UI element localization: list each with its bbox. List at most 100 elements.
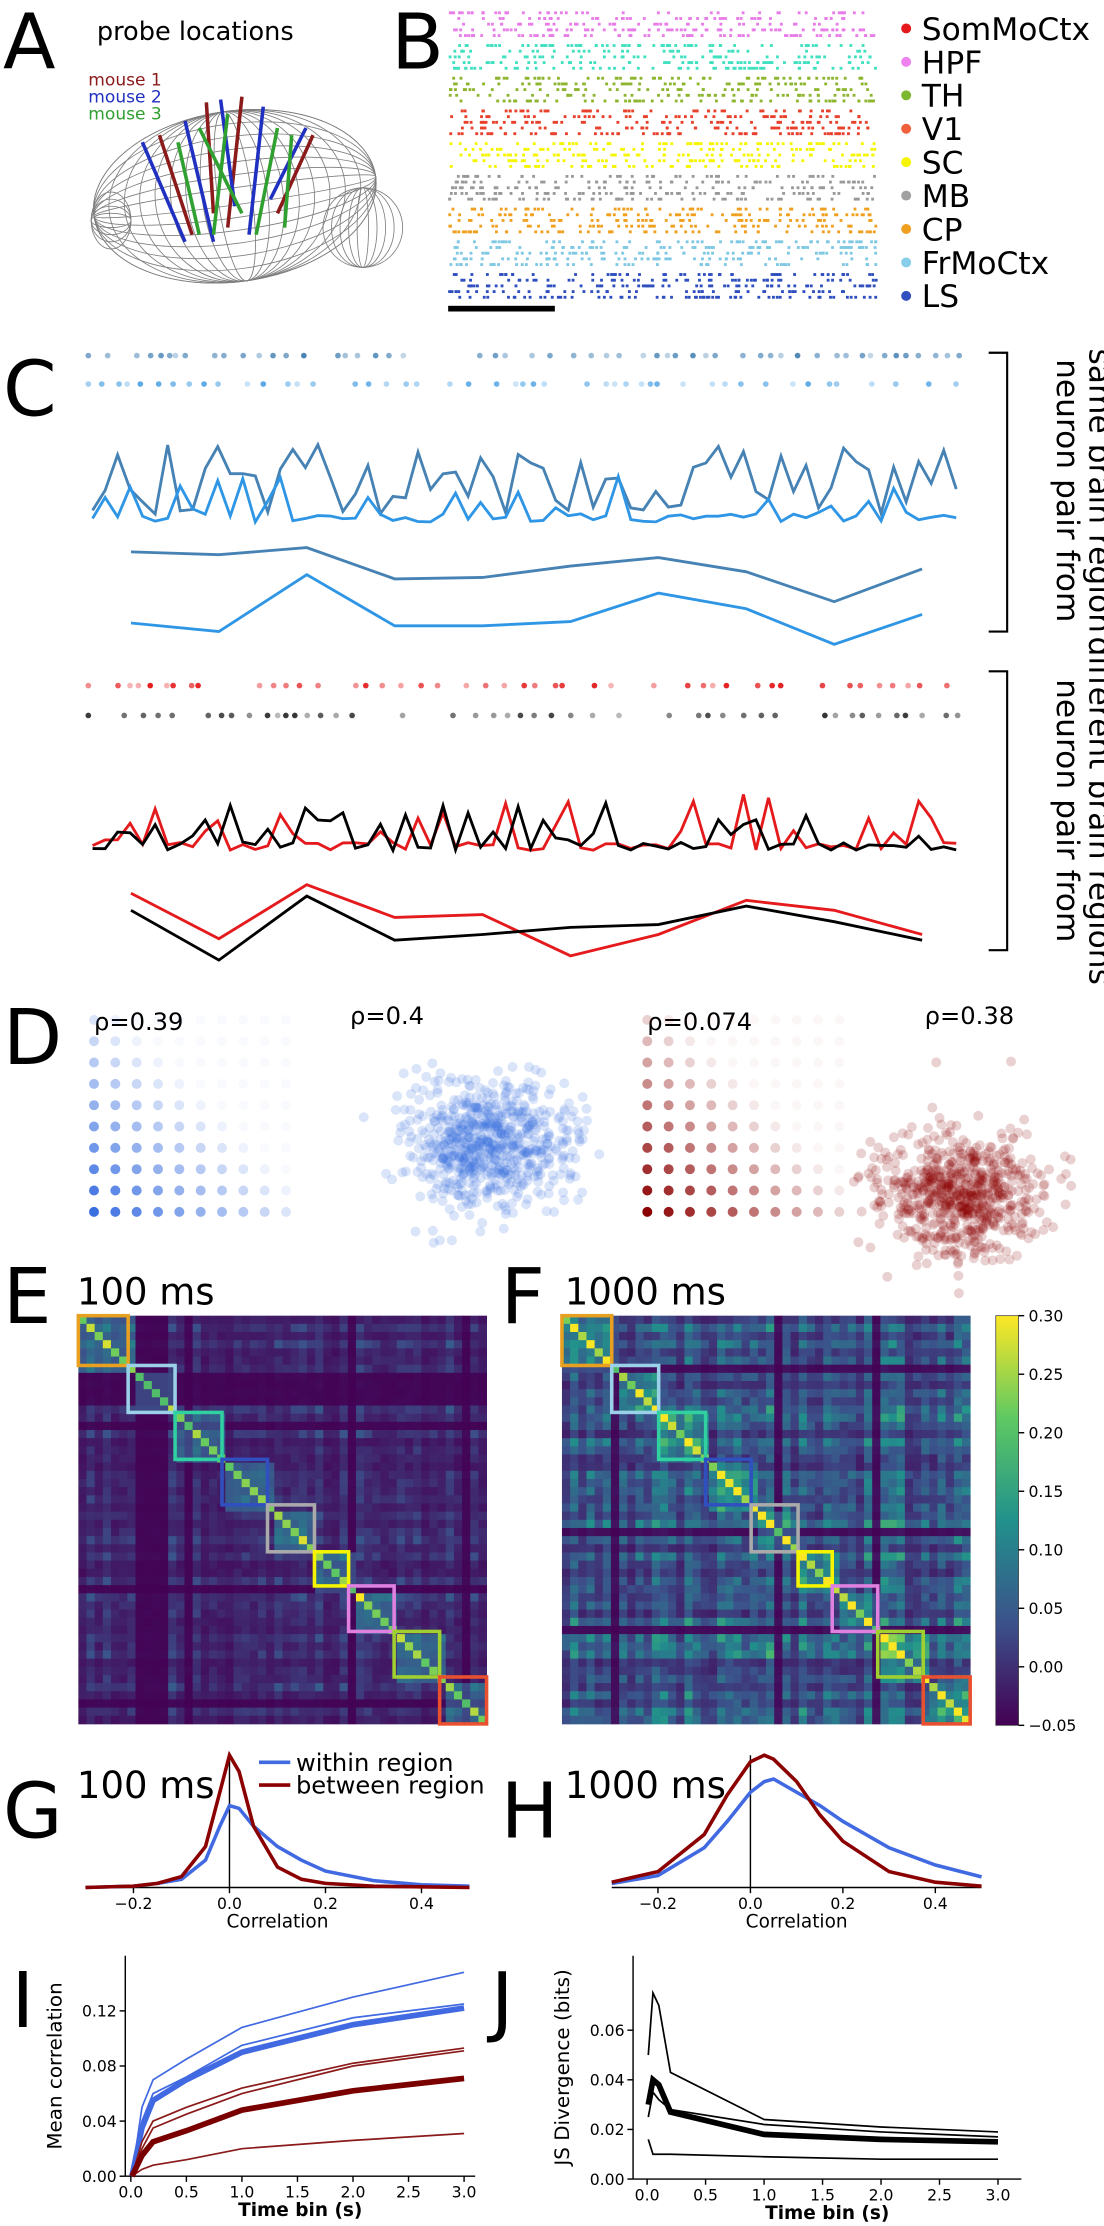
- heat-cell: [445, 1381, 455, 1390]
- spike: [656, 251, 660, 255]
- spike: [772, 147, 776, 151]
- spike: [349, 712, 355, 719]
- heat-cell: [331, 1315, 341, 1325]
- spike: [700, 240, 704, 244]
- spike: [536, 49, 540, 53]
- heat-cell: [282, 1315, 292, 1325]
- heat-cell: [208, 1348, 218, 1357]
- spike: [819, 207, 823, 211]
- spike: [489, 44, 493, 47]
- spike: [554, 11, 557, 15]
- scatter-dot: [439, 1183, 450, 1194]
- scatter-dot: [456, 1201, 467, 1212]
- scatter-dot: [474, 1140, 485, 1151]
- heat-cell: [323, 1421, 332, 1431]
- spike: [777, 28, 781, 32]
- spike: [475, 192, 479, 195]
- heat-cell: [421, 1356, 430, 1366]
- spike: [889, 682, 896, 689]
- spike: [527, 115, 530, 119]
- scatter-dot: [443, 1076, 454, 1087]
- scatter-dot: [522, 1158, 533, 1169]
- spike: [660, 132, 664, 136]
- scatter-dot: [492, 1143, 503, 1154]
- heat-cell: [388, 1372, 398, 1382]
- spike: [795, 99, 799, 103]
- scatter-dot: [490, 1175, 501, 1186]
- scatter-dot: [873, 1196, 884, 1207]
- spike: [469, 230, 473, 234]
- spike: [645, 213, 649, 217]
- scatter-dot: [467, 1102, 478, 1113]
- spike: [591, 17, 595, 20]
- spike: [577, 246, 581, 249]
- spike: [806, 246, 810, 249]
- spike: [830, 186, 834, 190]
- heat-cell: [396, 1348, 406, 1357]
- spike: [638, 251, 641, 255]
- spike: [774, 159, 778, 163]
- spike: [636, 55, 640, 59]
- heat-cell: [241, 1421, 251, 1431]
- spike: [677, 93, 681, 97]
- scatter-dot: [480, 1118, 491, 1129]
- scatter-dot: [958, 1135, 969, 1145]
- spike: [575, 142, 579, 146]
- scatter-dot: [495, 1185, 506, 1196]
- spike: [480, 132, 484, 136]
- spike: [480, 263, 484, 266]
- heat-cell: [421, 1323, 430, 1333]
- scatter-dot: [540, 1158, 551, 1169]
- spike: [874, 278, 878, 282]
- scatter-dot: [483, 1152, 494, 1163]
- heat-cell: [151, 1421, 161, 1431]
- spike: [823, 207, 827, 211]
- heat-cell: [347, 1405, 357, 1415]
- spike: [768, 22, 772, 26]
- spike: [674, 44, 678, 47]
- spike: [943, 712, 950, 719]
- spike: [545, 263, 549, 266]
- spike: [543, 109, 547, 113]
- spike: [856, 66, 860, 70]
- spike: [798, 34, 802, 37]
- heat-cell: [184, 1364, 194, 1374]
- spike: [777, 278, 781, 282]
- scatter-dot: [504, 1135, 515, 1146]
- heat-cell: [111, 1413, 120, 1423]
- scatter-dot: [427, 1225, 438, 1236]
- heat-cell: [233, 1421, 243, 1431]
- heat-cell: [127, 1413, 136, 1423]
- raster-band: [448, 11, 876, 37]
- heat-cell: [274, 1315, 283, 1325]
- heat-cell: [151, 1315, 161, 1325]
- heat-cell: [249, 1332, 259, 1341]
- bracket: [988, 670, 1009, 952]
- spike: [650, 99, 654, 103]
- heat-cell: [298, 1389, 308, 1398]
- spike: [465, 44, 469, 47]
- scatter-dot: [477, 1118, 488, 1129]
- heat-cell: [111, 1372, 120, 1382]
- scatter-dot: [642, 1057, 653, 1068]
- spike: [787, 246, 791, 249]
- spike: [515, 88, 519, 92]
- scatter-dot: [951, 1232, 962, 1243]
- scatter-dot: [706, 1036, 716, 1046]
- spike: [653, 230, 657, 234]
- scatter-dot: [174, 1142, 185, 1153]
- scatter-dot: [153, 1100, 163, 1111]
- spike: [839, 278, 843, 282]
- heat-cell: [159, 1413, 169, 1423]
- spike: [627, 44, 631, 47]
- spike: [791, 290, 794, 294]
- heat-cell: [257, 1332, 267, 1341]
- legend-marker: [901, 56, 912, 67]
- spike: [858, 153, 861, 157]
- heat-cell: [453, 1332, 463, 1341]
- spike: [602, 251, 606, 255]
- spike: [482, 197, 486, 201]
- spike: [629, 34, 633, 37]
- heat-cell: [249, 1372, 259, 1382]
- scatter-dot: [728, 1058, 738, 1068]
